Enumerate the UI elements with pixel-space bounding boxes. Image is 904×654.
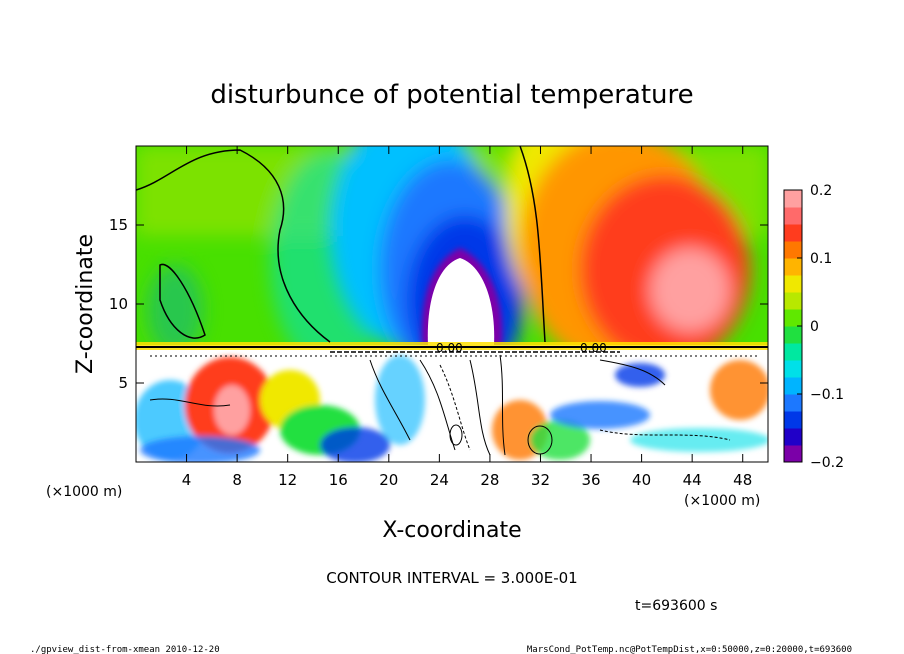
boundary-contours [136, 346, 768, 357]
negative-core-white [427, 258, 495, 345]
footer-left: ./gpview_dist-from-xmean 2010-12-20 [30, 645, 220, 654]
colorbar-tick-label: −0.1 [810, 387, 844, 403]
colorbar: 0.2 0.1 0 −0.1 −0.2 [783, 183, 844, 471]
footer-right: MarsCond_PotTemp.nc@PotTempDist,x=0:5000… [527, 645, 852, 654]
x-tick-label: 4 [182, 471, 192, 489]
colorbar-swatch [784, 343, 802, 361]
colorbar-swatch [784, 411, 802, 429]
time-label: t=693600 s [635, 598, 717, 614]
colorbar-swatch [784, 190, 802, 208]
colorbar-swatch [784, 207, 802, 225]
y-tick-label: 15 [109, 216, 128, 234]
x-tick-label: 16 [329, 471, 348, 489]
x-axis-unit: (×1000 m) [46, 484, 122, 500]
x-tick-label: 8 [232, 471, 242, 489]
y-axis: 5 10 15 [109, 216, 768, 392]
x-tick-label: 20 [379, 471, 398, 489]
y-tick-label: 5 [118, 374, 128, 392]
colorbar-swatch [784, 224, 802, 242]
plot-area: 0.00 0.00 [136, 146, 768, 462]
colorbar-swatch [784, 309, 802, 327]
contour-label: 0.00 [580, 341, 607, 355]
x-axis-label: X-coordinate [382, 518, 521, 543]
x-tick-label: 44 [683, 471, 702, 489]
colorbar-swatch [784, 428, 802, 446]
colorbar-swatch [784, 275, 802, 293]
colorbar-swatch [784, 292, 802, 310]
colorbar-tick-label: 0 [810, 319, 819, 335]
colorbar-swatch [784, 241, 802, 259]
x-tick-label: 12 [278, 471, 297, 489]
x-tick-label: 32 [531, 471, 550, 489]
x-axis-unit-right: (×1000 m) [684, 493, 760, 509]
x-axis: 4 8 12 16 20 24 28 32 36 40 44 48 [182, 146, 752, 489]
x-tick-label: 48 [733, 471, 752, 489]
contour-interval: CONTOUR INTERVAL = 3.000E-01 [326, 569, 577, 587]
x-tick-label: 36 [581, 471, 600, 489]
contour-labels: 0.00 0.00 [436, 341, 607, 355]
colorbar-tick-label: 0.2 [810, 183, 832, 199]
chart-title: disturbunce of potential temperature [210, 80, 693, 110]
y-axis-label: Z-coordinate [73, 234, 98, 374]
colorbar-swatch [784, 394, 802, 412]
colorbar-swatch [784, 326, 802, 344]
colorbar-swatch [784, 360, 802, 378]
colorbar-tick-label: −0.2 [810, 455, 844, 471]
lower-layer [136, 345, 768, 462]
y-tick-label: 10 [109, 295, 128, 313]
colorbar-swatch [784, 377, 802, 395]
colorbar-swatch [784, 258, 802, 276]
x-tick-label: 24 [430, 471, 449, 489]
x-tick-label: 28 [480, 471, 499, 489]
contour-zero [136, 146, 546, 343]
colorbar-swatch [784, 445, 802, 463]
x-tick-label: 40 [632, 471, 651, 489]
contour-label: 0.00 [436, 341, 463, 355]
colorbar-tick-label: 0.1 [810, 251, 832, 267]
